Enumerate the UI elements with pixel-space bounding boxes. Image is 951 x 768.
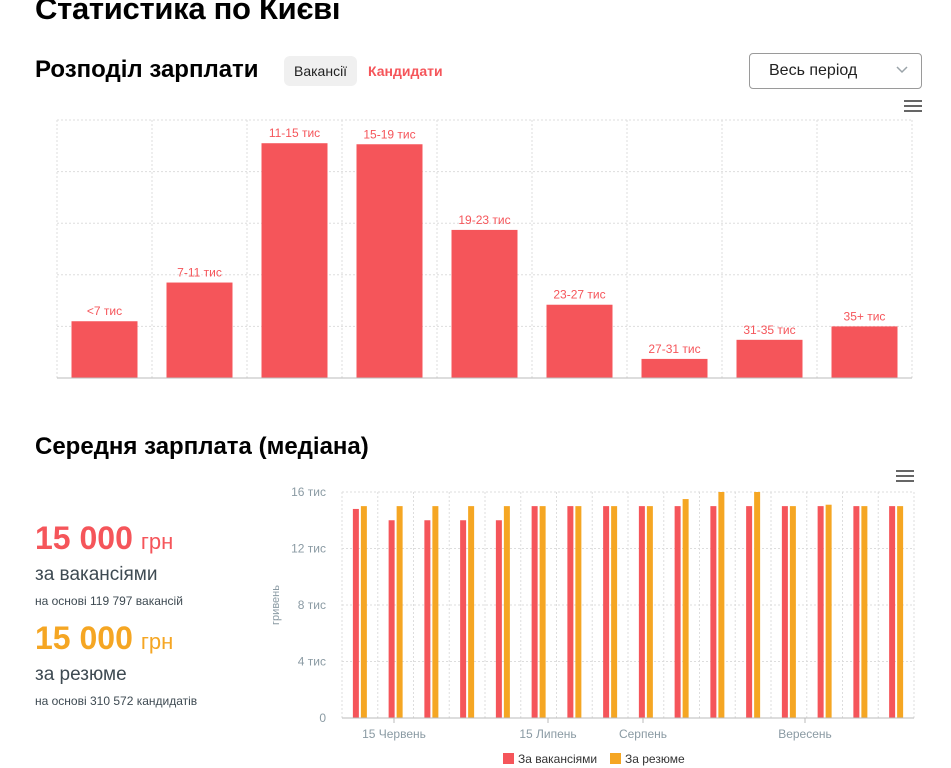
resumes-bar [789, 506, 796, 718]
distribution-bar [451, 229, 518, 378]
resumes-bar [360, 506, 367, 718]
resumes-bar [539, 506, 546, 718]
distribution-bar-label: 19-23 тис [458, 213, 510, 227]
x-tick-label: Серпень [619, 727, 667, 741]
median-vacancies-unit: грн [140, 529, 174, 554]
y-tick-label: 4 тис [298, 655, 326, 669]
y-tick-label: 0 [319, 711, 326, 725]
resumes-bar [825, 504, 832, 718]
resumes-bar [861, 506, 868, 718]
median-vacancies-note: на основі 119 797 вакансій [35, 594, 183, 608]
legend-label: За вакансіями [518, 752, 597, 766]
chart-menu-icon[interactable] [904, 100, 922, 112]
resumes-bar [396, 506, 403, 718]
distribution-bar-label: 11-15 тис [269, 126, 320, 140]
vacancies-bar [674, 506, 681, 718]
distribution-bar-label: 35+ тис [844, 309, 886, 323]
median-resumes-note: на основі 310 572 кандидатів [35, 694, 198, 708]
distribution-bar [641, 358, 708, 378]
x-tick-label: Вересень [778, 727, 832, 741]
vacancies-bar [531, 506, 538, 718]
resumes-bar [468, 506, 475, 718]
vacancies-bar [781, 506, 788, 718]
resumes-bar [897, 506, 904, 718]
resumes-bar [754, 492, 761, 718]
vacancies-bar [460, 520, 467, 718]
resumes-bar [682, 499, 689, 718]
resumes-bar [718, 492, 725, 718]
period-select[interactable]: Весь період [749, 53, 922, 89]
distribution-bar [546, 304, 613, 378]
x-tick-label: 15 Червень [362, 727, 426, 741]
chevron-down-icon [896, 66, 908, 74]
distribution-bar [831, 326, 898, 378]
vacancies-bar [495, 520, 502, 718]
legend-label: За резюме [625, 752, 685, 766]
resumes-bar [432, 506, 439, 718]
vacancies-bar [710, 506, 717, 718]
resumes-bar [646, 506, 653, 718]
y-tick-label: 8 тис [298, 598, 326, 612]
median-vacancies-label: за вакансіями [35, 564, 158, 585]
y-tick-label: 16 тис [291, 485, 326, 499]
median-salary-chart: 16 тис 12 тис 8 тис 4 тис 0 гривень 15 Червень… [270, 485, 915, 766]
distribution-title: Розподіл зарплати [35, 56, 259, 83]
distribution-bar [261, 143, 328, 378]
vacancies-bar [817, 506, 824, 718]
distribution-bar-label: <7 тис [87, 304, 122, 318]
salary-distribution-chart: <7 тис 7-11 тис 11-15 тис 15-19 тис 19-23 ти… [56, 119, 913, 379]
vacancies-bar [567, 506, 574, 718]
median-vacancies-number: 15 000 [35, 520, 133, 556]
vacancies-bar [638, 506, 645, 718]
distribution-bar-label: 7-11 тис [177, 266, 222, 280]
resumes-bar [575, 506, 582, 718]
vacancies-bar [388, 520, 395, 718]
tab-vacancies[interactable]: Вакансії [284, 56, 358, 86]
distribution-bar-label: 27-31 тис [648, 342, 700, 356]
distribution-bar [166, 282, 233, 378]
vacancies-bar [352, 508, 359, 718]
vacancies-bar [889, 506, 896, 718]
median-resumes-label: за резюме [35, 664, 127, 685]
page-title: Статистика по Києві [35, 0, 341, 26]
vacancies-bar [746, 506, 753, 718]
legend-swatch [503, 753, 514, 764]
median-resumes-number: 15 000 [35, 620, 133, 656]
resumes-bar [503, 506, 510, 718]
legend-swatch [610, 753, 621, 764]
median-vacancies-value: 15 000 грн [35, 522, 173, 554]
resumes-bar [611, 506, 618, 718]
distribution-bar-label: 15-19 тис [363, 127, 415, 141]
x-tick-label: 15 Липень [519, 727, 576, 741]
distribution-bar-label: 31-35 тис [743, 323, 795, 337]
tab-candidates[interactable]: Кандидати [368, 63, 443, 79]
vacancies-bar [424, 520, 431, 718]
median-chart-menu-icon[interactable] [896, 470, 914, 482]
distribution-bar [356, 144, 423, 378]
period-select-value: Весь період [769, 62, 858, 79]
median-resumes-unit: грн [140, 629, 174, 654]
distribution-bar [736, 339, 803, 378]
y-axis-title: гривень [270, 585, 282, 625]
distribution-bar [71, 321, 138, 378]
distribution-bar-label: 23-27 тис [553, 288, 605, 302]
y-tick-label: 12 тис [291, 542, 326, 556]
median-resumes-value: 15 000 грн [35, 622, 173, 654]
vacancies-bar [603, 506, 610, 718]
vacancies-bar [853, 506, 860, 718]
median-title: Середня зарплата (медіана) [35, 433, 369, 460]
